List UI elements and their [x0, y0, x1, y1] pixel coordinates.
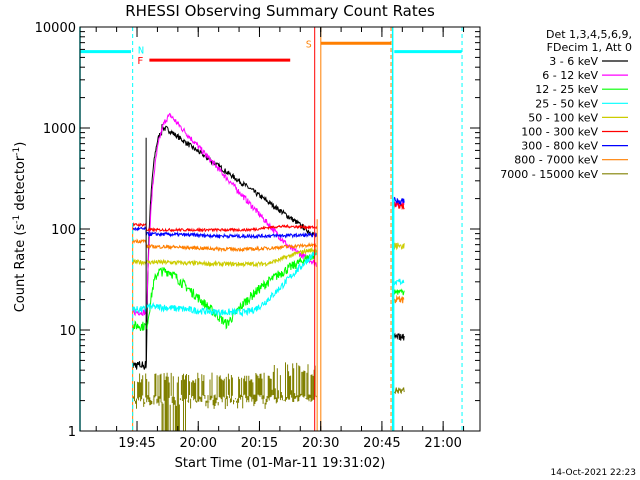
plot-frame	[79, 26, 481, 432]
series2-line-6	[393, 200, 405, 211]
flag-label-n: N	[138, 46, 144, 57]
series2-line-3	[393, 288, 405, 296]
legend: Det 1,3,4,5,6,9,FDecim 1, Att 03 - 6 keV…	[500, 28, 632, 181]
ylabel-main: Count Rate (s	[13, 224, 28, 313]
ylabel-sup1: -1	[12, 215, 22, 224]
y-tick-label: 100	[51, 223, 76, 238]
y-tick-label: 1	[68, 425, 76, 440]
ylabel-sup2: -1	[12, 147, 22, 156]
y-tick-label: 10000	[35, 21, 76, 36]
series-line-4	[132, 248, 318, 318]
x-tick-label: 20:30	[302, 436, 339, 451]
series2-line-7	[393, 196, 405, 205]
legend-entry-label: 7000 - 15000 keV	[500, 168, 598, 181]
flag-label-f: F	[137, 56, 143, 67]
series-line-3	[132, 251, 318, 332]
series-line-8	[132, 238, 317, 253]
legend-entry-label: 12 - 25 keV	[535, 83, 598, 96]
ylabel-end: )	[13, 142, 28, 147]
legend-entry-label: 25 - 50 keV	[535, 97, 598, 110]
series-line-1	[132, 124, 318, 370]
x-tick-label: 20:00	[180, 436, 217, 451]
y-axis-label: Count Rate (s-1 detector-1)	[12, 142, 28, 313]
legend-entry-label: 3 - 6 keV	[549, 55, 598, 68]
legend-entry-label: 300 - 800 keV	[521, 140, 598, 153]
series-line-2	[132, 112, 318, 317]
series2-line-5	[393, 242, 405, 251]
series-line-9	[133, 362, 317, 431]
y-tick-label: 10	[59, 324, 76, 339]
legend-header: FDecim 1, Att 0	[547, 41, 632, 54]
x-axis-label: Start Time (01-Mar-11 19:31:02)	[175, 456, 386, 471]
x-tick-label: 20:15	[241, 436, 278, 451]
chart-title: RHESSI Observing Summary Count Rates	[125, 2, 435, 20]
ylabel-mid: detector	[13, 155, 28, 215]
x-tick-label: 20:45	[363, 436, 400, 451]
series-line-7	[132, 225, 318, 240]
legend-entry-label: 6 - 12 keV	[542, 69, 598, 82]
x-tick-label: 19:45	[118, 436, 155, 451]
legend-entry-label: 50 - 100 keV	[528, 111, 598, 124]
flag-label-s: S	[306, 39, 312, 50]
legend-entry-label: 800 - 7000 keV	[514, 154, 598, 167]
series2-line-9	[393, 387, 405, 395]
plot-area: NF S 1 10 100 1000 10000 19:45 20:00 20:15 20:30 20…	[35, 21, 481, 451]
series-line-5	[132, 246, 318, 269]
series2-line-1	[393, 332, 405, 341]
series2-line-8	[393, 294, 405, 304]
x-tick-label: 21:00	[424, 436, 461, 451]
series-line-6	[132, 222, 318, 233]
legend-entry-label: 100 - 300 keV	[521, 126, 598, 139]
series2-line-4	[393, 278, 405, 286]
legend-header: Det 1,3,4,5,6,9,	[546, 28, 632, 41]
footer-date: 14-Oct-2021 22:23	[551, 468, 636, 478]
y-tick-label: 1000	[43, 122, 76, 137]
